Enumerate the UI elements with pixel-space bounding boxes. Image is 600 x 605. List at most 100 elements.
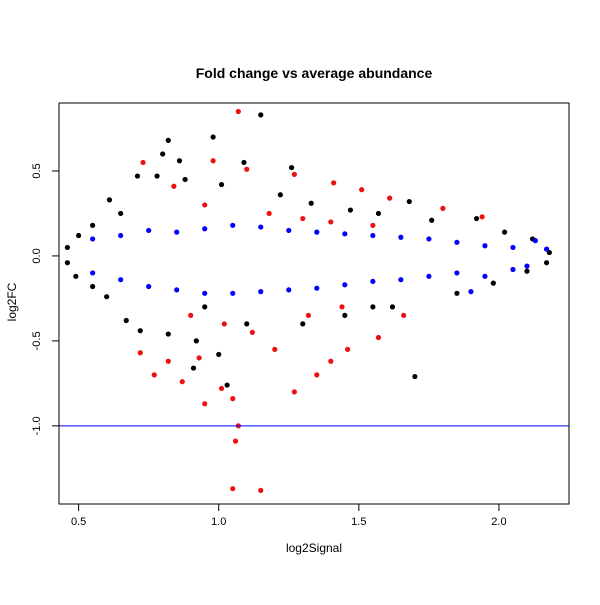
data-point [188, 312, 194, 318]
data-point [266, 210, 272, 217]
data-point [468, 289, 474, 295]
data-point [210, 134, 216, 140]
data-point [73, 273, 79, 279]
data-point [331, 180, 337, 186]
data-point [370, 222, 376, 228]
data-point [146, 283, 152, 290]
data-point [202, 401, 208, 407]
data-point [202, 290, 208, 296]
data-point [401, 312, 407, 318]
data-point [490, 280, 496, 286]
data-point [482, 243, 488, 249]
data-point [154, 173, 160, 179]
data-point [479, 214, 485, 220]
data-point [171, 183, 177, 189]
data-point [64, 244, 71, 251]
x-axis-label: log2Signal [286, 541, 342, 555]
data-point [118, 210, 124, 217]
data-point [389, 304, 396, 310]
data-point [90, 236, 96, 242]
data-point [235, 108, 241, 115]
x-tick-label: 1.0 [211, 516, 226, 528]
x-tick-label: 2.0 [491, 516, 506, 528]
data-point [543, 246, 550, 252]
data-point [230, 290, 236, 296]
data-point [328, 219, 334, 225]
data-point [104, 294, 110, 300]
y-axis: -1.0 -0.5 0.0 0.5 [31, 163, 60, 435]
y-tick-label: -1.0 [31, 416, 43, 435]
data-point [160, 151, 166, 157]
y-tick-label: 0.0 [31, 248, 43, 263]
data-point [300, 321, 306, 327]
data-point [429, 217, 435, 223]
data-point [345, 346, 351, 352]
data-point [241, 159, 247, 166]
data-point [193, 338, 199, 344]
data-point [258, 112, 264, 118]
data-point [314, 372, 320, 378]
data-point [426, 236, 432, 242]
data-point [473, 215, 480, 222]
data-point [387, 195, 393, 201]
data-point [210, 158, 216, 164]
data-point [286, 227, 292, 234]
data-point [216, 351, 222, 358]
plot-frame [58, 102, 570, 505]
data-point [230, 486, 236, 492]
data-point [454, 270, 460, 276]
data-point [454, 290, 460, 296]
data-point [370, 278, 376, 285]
x-tick-label: 0.5 [71, 516, 86, 528]
data-point [510, 244, 516, 251]
data-point [314, 285, 320, 291]
data-point [286, 287, 292, 293]
data-point [375, 334, 382, 341]
data-point [291, 171, 297, 177]
data-point [90, 222, 96, 228]
data-point [510, 266, 516, 273]
data-point [230, 396, 236, 402]
data-point [524, 268, 530, 274]
data-point [123, 317, 129, 324]
data-point [106, 197, 113, 203]
chart-title: Fold change vs average abundance [196, 65, 433, 81]
data-point [342, 312, 348, 318]
data-point [249, 329, 255, 335]
data-point [370, 232, 376, 239]
data-point [221, 321, 227, 327]
data-point [137, 328, 143, 334]
data-point [291, 389, 297, 395]
data-point [232, 438, 239, 444]
data-point [174, 229, 180, 235]
data-point [202, 226, 208, 232]
data-point [347, 207, 354, 213]
x-tick-label: 1.5 [351, 516, 366, 528]
data-point [277, 192, 283, 198]
y-tick-label: 0.5 [31, 163, 43, 178]
data-point [146, 227, 152, 234]
data-point [398, 234, 404, 240]
data-point [412, 373, 418, 380]
data-point [165, 331, 171, 337]
data-point [426, 273, 432, 279]
data-point [76, 232, 82, 239]
data-point [140, 159, 146, 166]
data-point [244, 321, 250, 327]
data-point [258, 487, 264, 494]
data-point [454, 239, 460, 245]
data-point [359, 187, 365, 193]
data-point [182, 176, 188, 183]
data-point [300, 215, 306, 222]
data-point [165, 358, 171, 364]
data-point [272, 346, 278, 352]
data-points [64, 108, 552, 494]
data-point [137, 350, 143, 356]
data-point [524, 263, 530, 269]
data-point [134, 173, 141, 179]
data-point [339, 304, 345, 310]
data-point [440, 205, 446, 211]
data-point [202, 202, 208, 208]
data-point [64, 260, 71, 266]
